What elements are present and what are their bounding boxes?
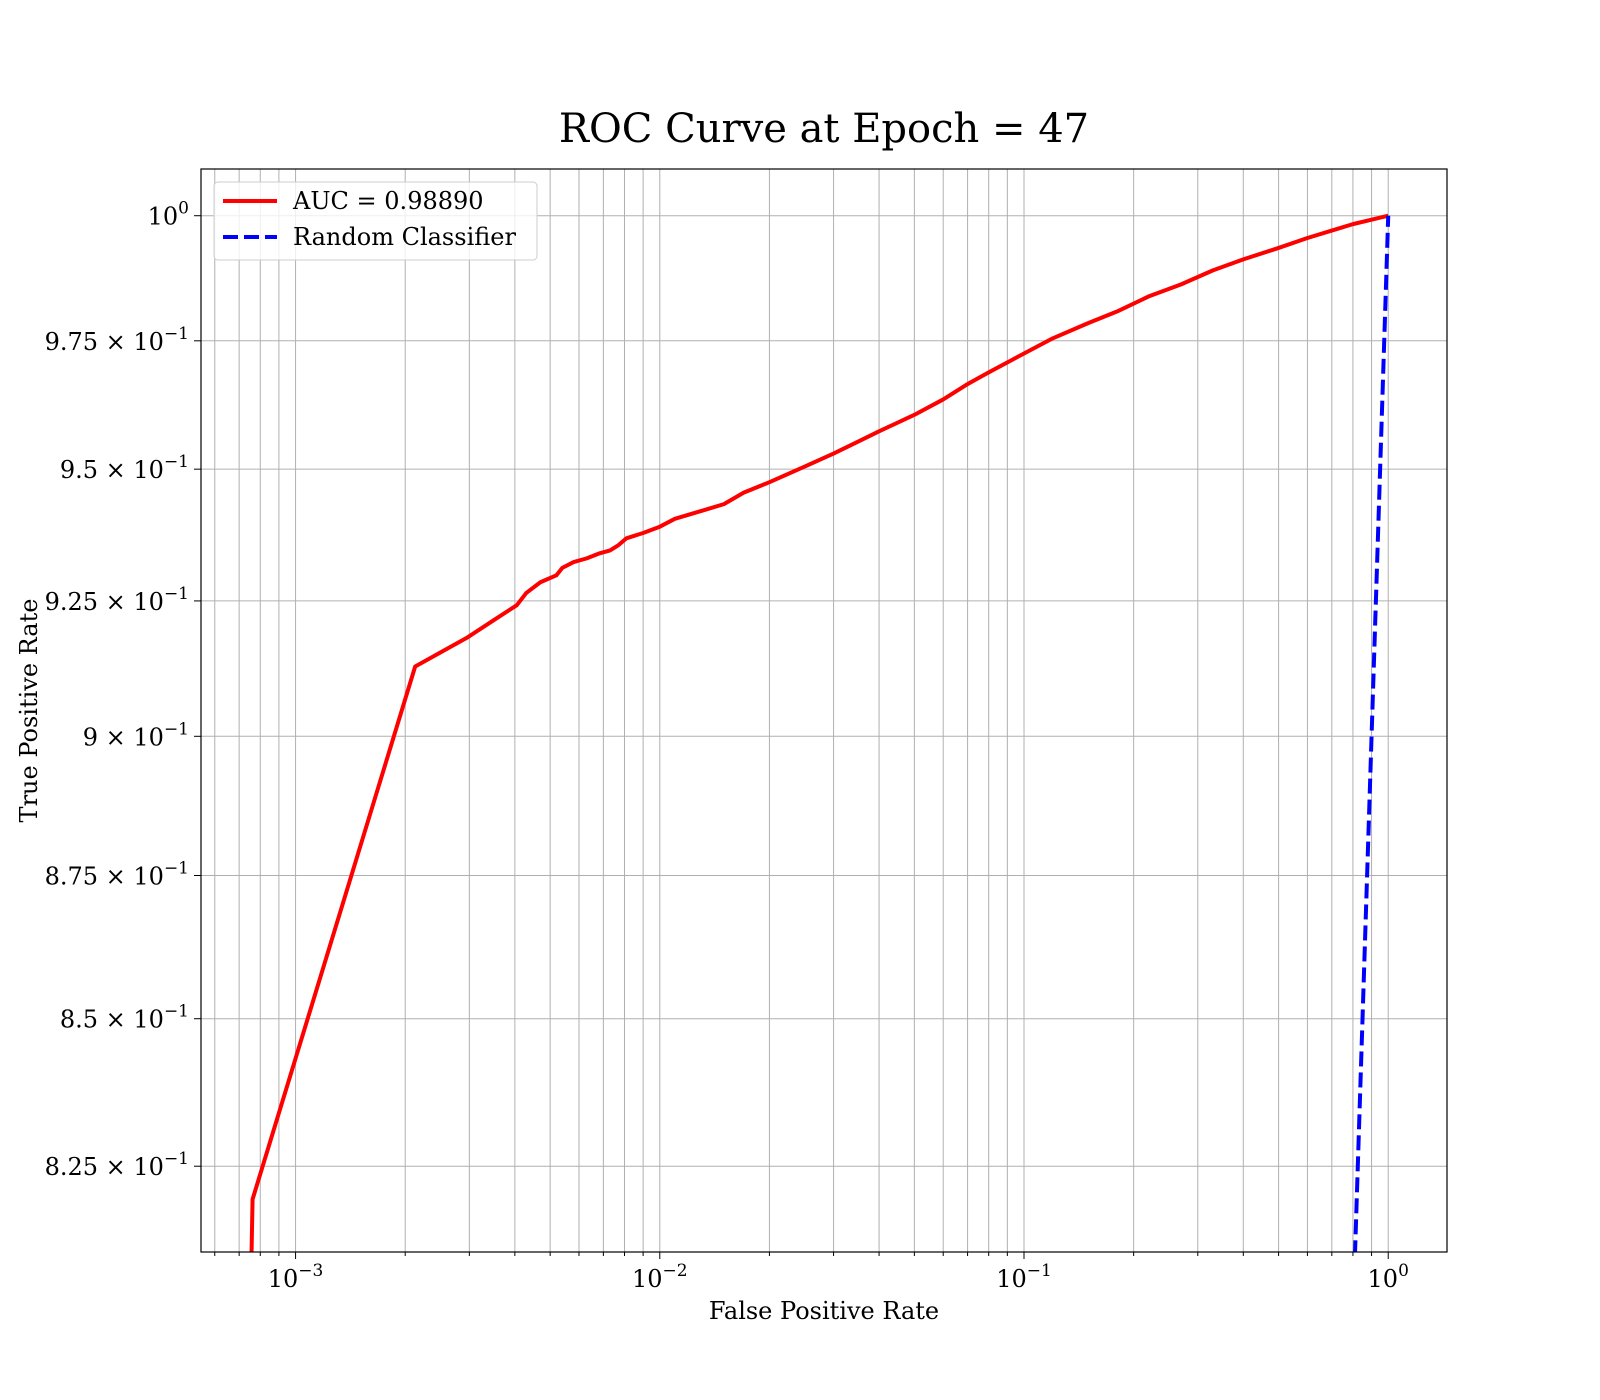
grid-lines bbox=[194, 169, 1447, 1259]
x-tick-label: 10−3 bbox=[268, 1261, 324, 1293]
plot-frame bbox=[200, 168, 1448, 1253]
y-tick-label: 9.5 × 10−1 bbox=[60, 452, 189, 484]
series-line-random bbox=[1353, 215, 1391, 1252]
legend: AUC = 0.98890 Random Classifier bbox=[213, 181, 538, 261]
x-axis-label: False Positive Rate bbox=[709, 1297, 939, 1325]
y-tick-label: 9.75 × 10−1 bbox=[45, 324, 189, 356]
y-tick-label: 8.5 × 10−1 bbox=[60, 1002, 189, 1034]
legend-label-random: Random Classifier bbox=[293, 223, 516, 251]
y-tick-label: 100 bbox=[148, 199, 189, 231]
legend-label-auc: AUC = 0.98890 bbox=[292, 187, 484, 215]
chart-title: ROC Curve at Epoch = 47 bbox=[559, 106, 1089, 152]
y-tick-label: 9 × 10−1 bbox=[83, 719, 189, 751]
series-lines bbox=[249, 213, 1391, 1252]
axis-ticks: 10−3 10−2 10−1 100 100 9.75 × 10−1 9.5 × 10−1 9… bbox=[45, 199, 1409, 1293]
x-tick-label: 10−1 bbox=[996, 1261, 1052, 1293]
y-tick-label: 8.75 × 10−1 bbox=[45, 858, 189, 890]
x-tick-label: 10−2 bbox=[632, 1261, 688, 1293]
y-tick-label: 9.25 × 10−1 bbox=[45, 584, 189, 616]
series-line-auc bbox=[249, 213, 1389, 1252]
legend-box bbox=[213, 181, 538, 261]
y-tick-label: 8.25 × 10−1 bbox=[45, 1149, 189, 1181]
x-tick-label: 100 bbox=[1368, 1261, 1409, 1293]
y-axis-label: True Positive Rate bbox=[15, 599, 43, 823]
